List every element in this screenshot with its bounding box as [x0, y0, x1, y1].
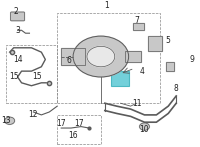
Bar [61, 48, 85, 65]
Bar [61, 48, 85, 65]
Text: 16: 16 [68, 131, 78, 140]
Circle shape [140, 123, 149, 130]
Circle shape [73, 36, 129, 77]
Text: 1: 1 [104, 1, 109, 10]
Text: 2: 2 [13, 7, 18, 16]
Text: 15: 15 [33, 72, 42, 81]
Text: 10: 10 [140, 125, 149, 134]
Text: 14: 14 [13, 55, 22, 64]
Bar [57, 13, 160, 103]
Bar [111, 71, 129, 86]
Text: 3: 3 [15, 26, 20, 35]
Text: 9: 9 [190, 55, 195, 64]
Bar [133, 23, 144, 30]
Text: 17: 17 [56, 119, 66, 128]
Bar [125, 51, 141, 62]
Circle shape [87, 46, 115, 67]
Text: 17: 17 [74, 119, 84, 128]
Bar [6, 45, 57, 103]
Bar [57, 115, 101, 144]
Bar [148, 36, 162, 51]
Bar [125, 51, 141, 62]
Bar [166, 62, 174, 71]
Text: 4: 4 [140, 67, 145, 76]
Text: 8: 8 [174, 84, 179, 93]
Bar [166, 62, 174, 71]
Text: 13: 13 [1, 116, 10, 125]
Text: 15: 15 [9, 72, 18, 81]
Text: 11: 11 [132, 99, 141, 108]
Text: 5: 5 [166, 36, 171, 45]
FancyBboxPatch shape [11, 12, 25, 21]
Text: 7: 7 [134, 16, 139, 25]
Bar [148, 36, 162, 51]
Circle shape [5, 117, 15, 124]
Text: 12: 12 [29, 110, 38, 119]
Bar [133, 23, 144, 30]
Text: 6: 6 [67, 56, 72, 65]
